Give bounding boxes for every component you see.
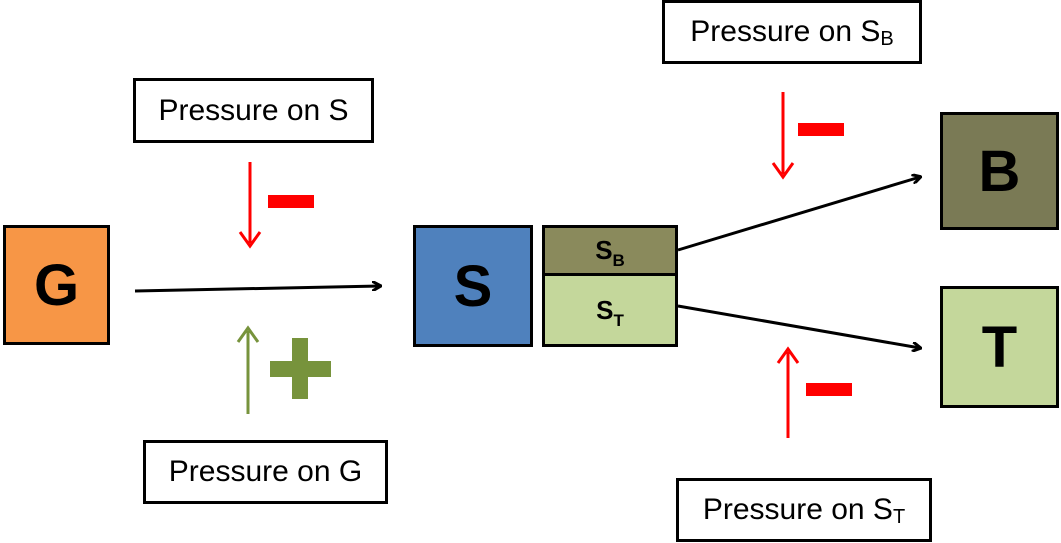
node-t-label: T: [981, 314, 1018, 380]
node-g-label: G: [33, 252, 80, 318]
node-st-label: ST: [596, 294, 624, 330]
pressure-s-arrow: [238, 162, 262, 249]
node-b-label: B: [978, 138, 1021, 204]
node-st: ST: [542, 273, 678, 347]
node-sb: SB: [542, 225, 678, 276]
pressure-on-sb-label: Pressure on SB: [662, 0, 922, 64]
pressure-st-arrow: [776, 346, 800, 438]
node-b: B: [940, 112, 1059, 230]
pressure-sb-arrow: [771, 92, 795, 180]
pressure-g-arrow: [236, 325, 260, 414]
arrow-sb-to-b: [677, 177, 920, 252]
node-s: S: [413, 225, 533, 347]
node-s-label: S: [453, 253, 493, 319]
arrow-g-to-s: [134, 286, 380, 293]
minus-sign-sb: [798, 123, 844, 136]
node-g: G: [3, 225, 110, 345]
node-t: T: [940, 286, 1059, 408]
plus-sign-g: [270, 338, 331, 399]
minus-sign-s: [268, 195, 314, 208]
pressure-on-s-label: Pressure on S: [133, 78, 374, 143]
pressure-on-g-label: Pressure on G: [143, 440, 388, 504]
minus-sign-st: [806, 383, 852, 396]
node-sb-label: SB: [595, 235, 625, 270]
arrow-st-to-t: [677, 304, 920, 348]
pressure-on-st-label: Pressure on ST: [676, 478, 932, 542]
